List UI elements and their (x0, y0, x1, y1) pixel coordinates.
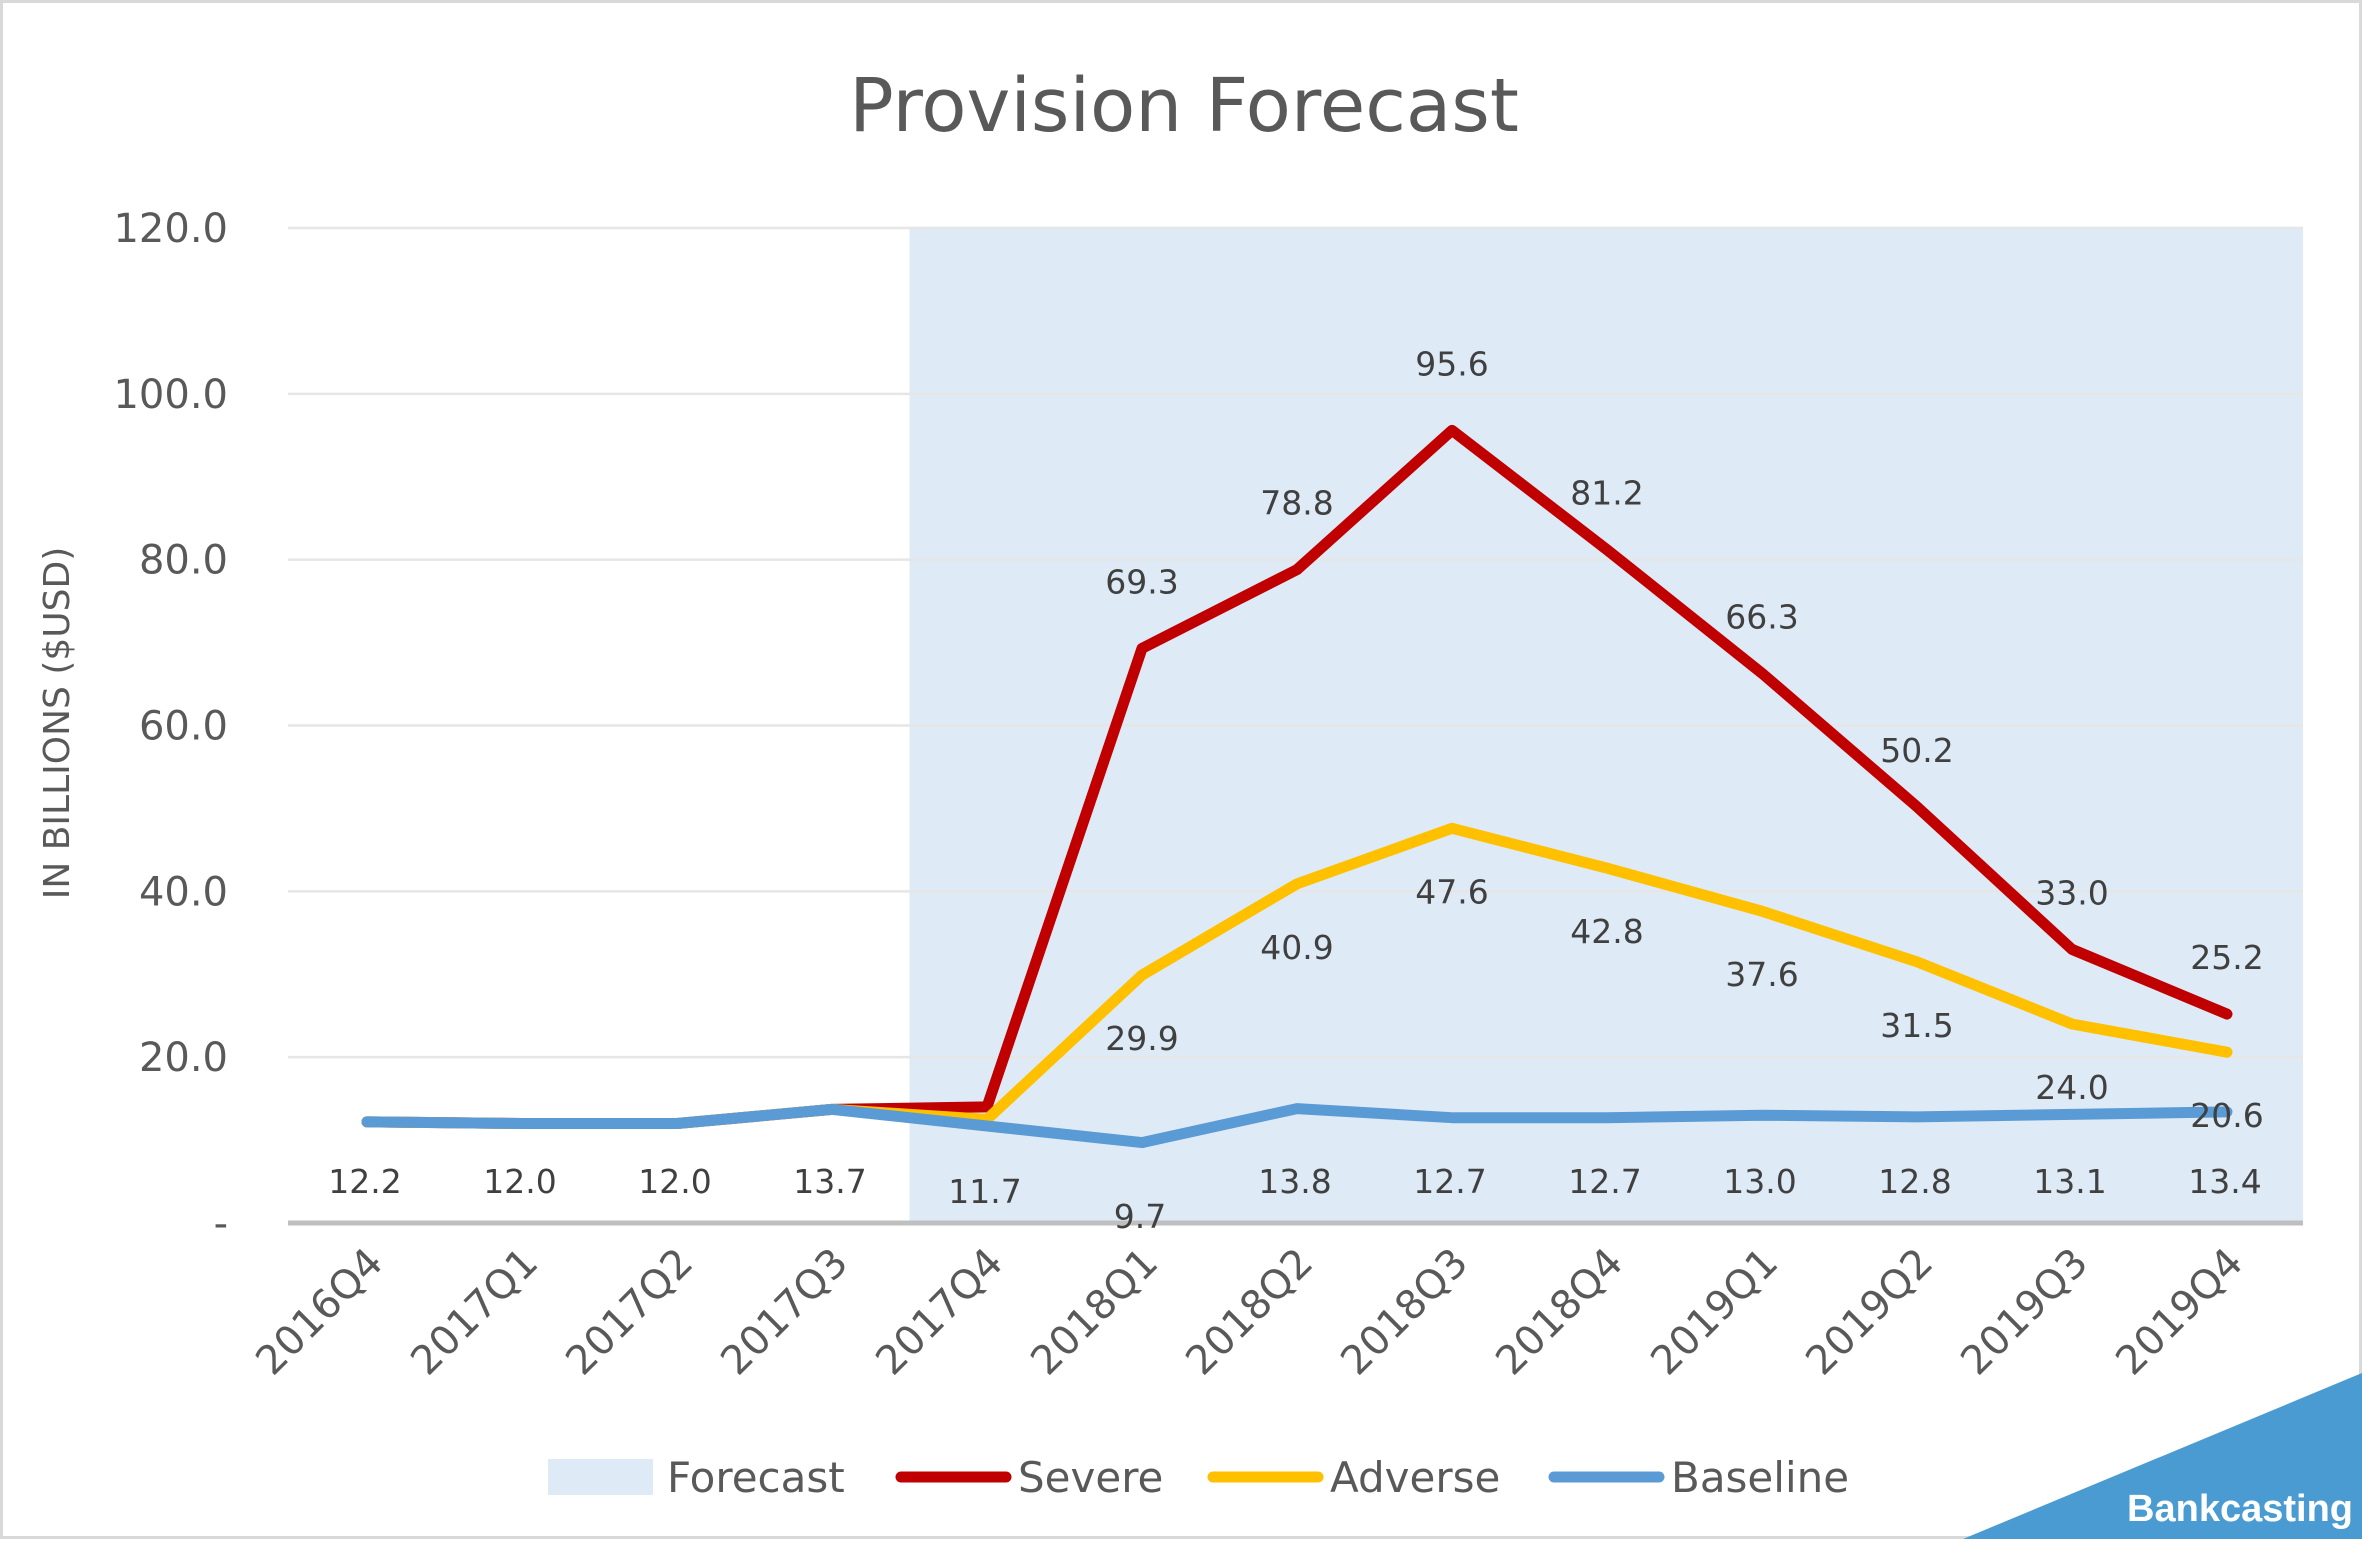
y-tick-label: - (214, 1201, 228, 1247)
data-label-severe: 95.6 (1415, 344, 1488, 383)
y-tick-label: 20.0 (139, 1035, 228, 1081)
brand-corner: Bankcasting (1963, 1373, 2362, 1539)
data-label-baseline: 13.7 (793, 1162, 866, 1201)
x-tick-label: 2018Q3 (1332, 1240, 1477, 1385)
legend-swatch-forecast (548, 1459, 653, 1495)
data-label-baseline: 12.2 (328, 1162, 401, 1201)
x-tick-label: 2018Q1 (1022, 1240, 1167, 1385)
y-tick-label: 100.0 (113, 372, 228, 418)
data-label-severe: 50.2 (1880, 731, 1953, 770)
y-axis-label: IN BILLIONS ($USD) (37, 547, 78, 900)
legend-label-severe: Severe (1018, 1453, 1163, 1502)
data-label-severe: 81.2 (1570, 474, 1643, 513)
brand-triangle (1963, 1373, 2362, 1539)
data-label-severe: 25.2 (2190, 938, 2263, 977)
data-label-severe: 78.8 (1260, 484, 1333, 523)
data-label-adverse: 42.8 (1570, 912, 1643, 951)
data-label-adverse: 24.0 (2035, 1068, 2108, 1107)
gridlines-layer (288, 226, 2303, 1059)
x-tick-label: 2016Q4 (247, 1240, 392, 1385)
data-label-adverse: 40.9 (1260, 928, 1333, 967)
data-label-severe: 33.0 (2035, 873, 2108, 912)
data-label-baseline: 13.1 (2033, 1162, 2106, 1201)
chart-title: Provision Forecast (849, 63, 1519, 149)
data-label-adverse: 31.5 (1880, 1006, 1953, 1045)
series-lines-layer (361, 424, 2233, 1149)
y-tick-label: 120.0 (113, 206, 228, 252)
legend-label-forecast: Forecast (667, 1453, 845, 1502)
x-tick-label: 2019Q4 (2107, 1240, 2252, 1385)
x-tick-label: 2018Q4 (1487, 1240, 1632, 1385)
brand-label: Bankcasting (2127, 1488, 2353, 1530)
x-tick-label: 2019Q1 (1642, 1240, 1787, 1385)
x-tick-label: 2018Q2 (1177, 1240, 1322, 1385)
data-label-baseline: 13.0 (1723, 1162, 1796, 1201)
x-tick-label: 2019Q3 (1952, 1240, 2097, 1385)
series-line-baseline (361, 1103, 2233, 1149)
legend-label-adverse: Adverse (1330, 1453, 1500, 1502)
y-tick-label: 40.0 (139, 869, 228, 915)
data-label-baseline: 12.7 (1413, 1162, 1486, 1201)
data-label-baseline: 13.8 (1258, 1162, 1331, 1201)
data-label-severe: 66.3 (1725, 597, 1798, 636)
data-label-baseline: 12.0 (638, 1162, 711, 1201)
data-label-adverse: 47.6 (1415, 872, 1488, 911)
data-label-adverse: 29.9 (1105, 1019, 1178, 1058)
legend: Forecast Severe Adverse Baseline (548, 1453, 1849, 1502)
x-tick-label: 2017Q4 (867, 1240, 1012, 1385)
y-tick-label: 60.0 (139, 704, 228, 750)
data-label-adverse: 37.6 (1725, 955, 1798, 994)
data-label-baseline: 12.0 (483, 1162, 556, 1201)
data-label-baseline: 9.7 (1114, 1197, 1166, 1236)
x-tick-label: 2017Q2 (557, 1240, 702, 1385)
data-label-baseline: 12.8 (1878, 1162, 1951, 1201)
data-label-baseline: 13.4 (2188, 1162, 2261, 1201)
legend-label-baseline: Baseline (1671, 1453, 1849, 1502)
data-label-baseline: 12.7 (1568, 1162, 1641, 1201)
x-tick-label: 2017Q1 (402, 1240, 547, 1385)
data-labels-layer: 69.3 78.8 95.6 81.2 66.3 50.2 33.0 25.2 29.9 40.9… (328, 344, 2263, 1236)
x-tick-label: 2019Q2 (1797, 1240, 1942, 1385)
data-label-severe: 69.3 (1105, 562, 1178, 601)
data-label-adverse: 20.6 (2190, 1096, 2263, 1135)
x-tick-label: 2017Q3 (712, 1240, 857, 1385)
data-label-baseline: 11.7 (948, 1172, 1021, 1211)
y-tick-label: 80.0 (139, 538, 228, 584)
